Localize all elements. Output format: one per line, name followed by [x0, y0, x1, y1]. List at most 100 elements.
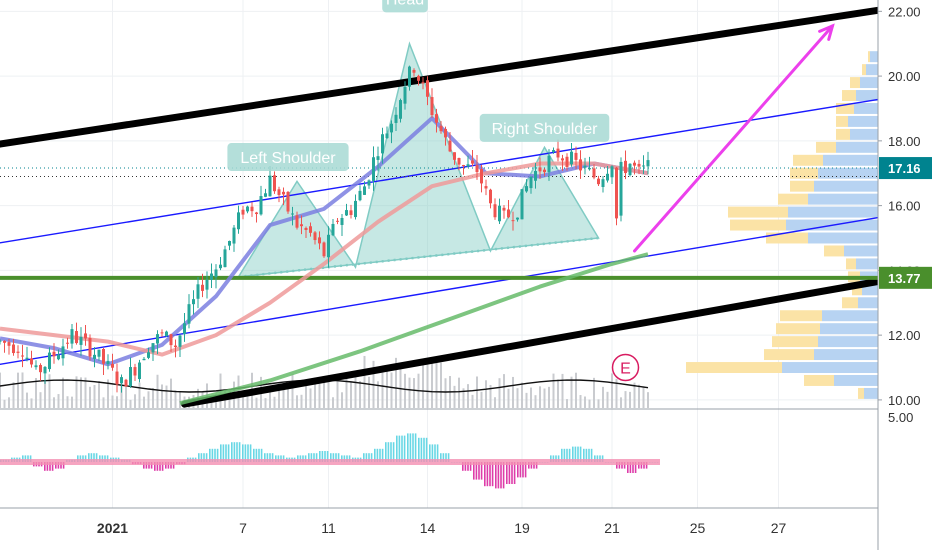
- volume-bar: [125, 381, 127, 408]
- volume-bar: [3, 399, 6, 408]
- volume-bar: [246, 395, 249, 408]
- candle-body: [606, 173, 609, 181]
- volume-bar: [458, 377, 460, 408]
- candle-body: [210, 273, 213, 280]
- volume-bar: [332, 397, 334, 408]
- candle-body: [633, 162, 636, 166]
- trend-line: [181, 277, 886, 408]
- candle-body: [525, 186, 528, 192]
- candle-body: [336, 220, 339, 222]
- volume-bar: [210, 399, 213, 408]
- indicator-histogram-bar: [574, 446, 577, 462]
- time-tick-label: 27: [771, 520, 787, 536]
- indicator-histogram-bar: [467, 462, 469, 471]
- candle-body: [381, 134, 384, 154]
- volume-bar: [35, 377, 37, 408]
- candle-body: [138, 362, 141, 380]
- candle-body: [408, 66, 411, 87]
- last-price-badge-label: 17.16: [888, 161, 921, 176]
- candle-body: [259, 196, 263, 215]
- profile-buy-bar: [790, 167, 818, 179]
- profile-sell-bar: [860, 77, 878, 89]
- volume-bar: [593, 377, 595, 408]
- indicator-histogram-bar: [341, 455, 343, 462]
- candle-body: [187, 304, 191, 324]
- profile-buy-bar: [778, 193, 808, 205]
- volume-bar: [575, 372, 577, 408]
- volume-bar: [287, 387, 289, 408]
- indicator-histogram-bar: [621, 462, 623, 469]
- candle-body: [30, 358, 33, 365]
- profile-buy-bar: [862, 64, 866, 76]
- moving-average-line: [179, 252, 649, 406]
- indicator-histogram-bar: [46, 462, 49, 471]
- volume-bar: [269, 388, 271, 408]
- indicator-histogram-bar: [57, 462, 60, 469]
- time-tick-label: 25: [690, 520, 706, 536]
- price-tick-label: 16.00: [888, 199, 921, 214]
- volume-bar: [435, 361, 438, 408]
- candle-body: [183, 323, 186, 335]
- indicator-histogram-bar: [249, 444, 252, 462]
- indicator-histogram-bar: [436, 444, 439, 462]
- indicator-histogram-bar: [231, 442, 233, 462]
- indicator-histogram-bar: [566, 448, 568, 462]
- volume-bar: [84, 377, 87, 408]
- candle-body: [124, 379, 128, 387]
- indicator-histogram-bar: [324, 451, 326, 462]
- indicator-histogram-bar: [214, 448, 216, 462]
- indicator-histogram-bar: [398, 435, 401, 462]
- indicator-histogram-bar: [502, 462, 505, 489]
- candle-body: [556, 148, 560, 158]
- candle-body: [291, 213, 294, 215]
- candle-body: [151, 343, 155, 353]
- candle-body: [345, 210, 348, 216]
- indicator-histogram-bar: [379, 448, 381, 462]
- candle-body: [97, 349, 101, 357]
- indicator-histogram-bar: [216, 448, 219, 462]
- profile-buy-bar: [858, 387, 864, 399]
- candle-body: [579, 159, 582, 171]
- candle-body: [111, 363, 114, 368]
- candlesticks: [0, 65, 650, 393]
- indicator-histogram-bar: [519, 462, 522, 478]
- volume-bar: [629, 391, 631, 408]
- indicator-histogram-bar: [277, 455, 280, 462]
- profile-sell-bar: [822, 310, 878, 322]
- candle-body: [228, 240, 231, 246]
- candle-body: [120, 377, 123, 384]
- indicator-histogram-bar: [638, 462, 640, 469]
- indicator-histogram-bar: [44, 462, 46, 471]
- candle-body: [340, 217, 344, 225]
- candle-body: [394, 114, 398, 123]
- volume-bar: [107, 379, 109, 408]
- volume-bar: [408, 377, 411, 408]
- candle-body: [178, 335, 182, 347]
- candle-body: [169, 334, 173, 346]
- candle-body: [214, 269, 218, 278]
- indicator-histogram-bar: [429, 444, 431, 462]
- profile-sell-bar: [858, 297, 878, 309]
- indicator-histogram-bar: [299, 455, 302, 462]
- indicator-histogram-bar: [401, 435, 403, 462]
- indicator-histogram-bar: [88, 453, 90, 462]
- indicator-histogram-bar: [629, 462, 632, 473]
- volume-bar: [300, 394, 303, 408]
- indicator-histogram-bar: [583, 448, 585, 462]
- indicator-histogram-bar: [618, 462, 621, 469]
- volume-bar: [39, 392, 42, 408]
- indicator-histogram-bar: [211, 448, 214, 462]
- candle-body: [529, 176, 533, 189]
- indicator-histogram-bar: [330, 453, 332, 462]
- candle-body: [277, 189, 281, 195]
- candle-body: [129, 367, 132, 387]
- candle-body: [219, 264, 222, 269]
- candle-body: [52, 351, 56, 357]
- annotations: Left Shoulder Head Right Shoulder E: [227, 0, 640, 382]
- candle-body: [615, 167, 618, 219]
- indicator-histogram-bar: [319, 451, 321, 462]
- profile-buy-bar: [836, 128, 850, 140]
- candle-body: [43, 366, 47, 374]
